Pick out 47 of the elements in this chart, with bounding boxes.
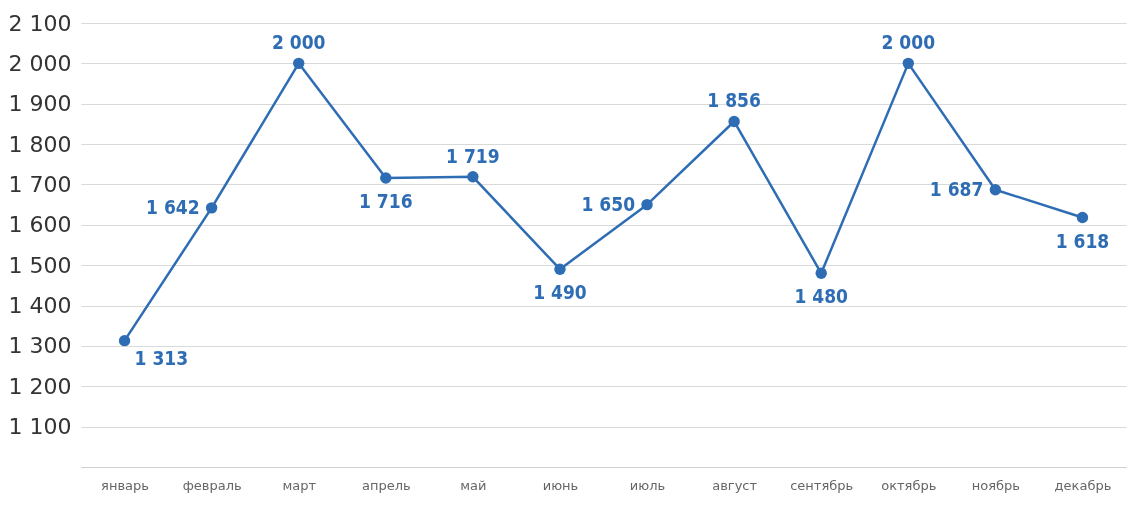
- data-label: 1 642: [146, 195, 200, 218]
- data-label: 1 687: [929, 177, 984, 200]
- point: [467, 171, 479, 183]
- point: [1076, 211, 1089, 224]
- data-label: 1 719: [446, 144, 500, 167]
- data-label: 1 490: [533, 281, 587, 304]
- point: [902, 57, 914, 70]
- data-label: 2 000: [271, 31, 326, 54]
- y-tick-label: 1 400: [8, 293, 72, 319]
- y-tick-label: 2 100: [8, 10, 72, 36]
- x-tick-label: декабрь: [1054, 477, 1112, 493]
- y-tick-label: 1 500: [8, 252, 72, 278]
- x-tick-label: июнь: [542, 477, 579, 493]
- y-tick-label: 1 100: [8, 414, 72, 440]
- y-tick-label: 1 600: [8, 212, 72, 238]
- point: [815, 267, 827, 279]
- point: [989, 184, 1002, 196]
- point: [205, 202, 218, 214]
- point: [728, 115, 740, 128]
- y-tick-label: 1 200: [8, 373, 72, 399]
- point: [380, 172, 392, 184]
- point: [554, 263, 566, 275]
- x-tick-label: март: [282, 477, 317, 493]
- y-tick-label: 1 900: [8, 91, 72, 117]
- y-tick-label: 1 700: [8, 171, 72, 197]
- x-tick-label: август: [712, 477, 758, 493]
- y-tick-label: 1 800: [8, 131, 72, 157]
- x-tick-label: ноябрь: [971, 477, 1020, 493]
- x-tick-label: октябрь: [881, 477, 937, 493]
- data-label: 1 856: [707, 89, 761, 112]
- y-tick-label: 1 300: [8, 333, 72, 359]
- data-label: 1 716: [359, 190, 413, 212]
- point: [118, 334, 131, 347]
- point: [641, 198, 653, 211]
- x-tick-label: февраль: [182, 477, 242, 493]
- x-tick-label: сентябрь: [790, 477, 854, 493]
- data-label: 1 650: [581, 192, 636, 215]
- data-label: 2 000: [881, 31, 936, 54]
- y-tick-label: 2 000: [8, 50, 72, 76]
- x-tick-label: июль: [629, 477, 666, 493]
- x-tick-label: январь: [101, 477, 149, 493]
- data-label: 1 480: [794, 285, 849, 308]
- point: [293, 57, 305, 70]
- data-label: 1 313: [134, 346, 189, 369]
- data-label: 1 618: [1055, 229, 1110, 252]
- x-tick-label: апрель: [361, 477, 411, 493]
- x-tick-label: май: [460, 477, 487, 493]
